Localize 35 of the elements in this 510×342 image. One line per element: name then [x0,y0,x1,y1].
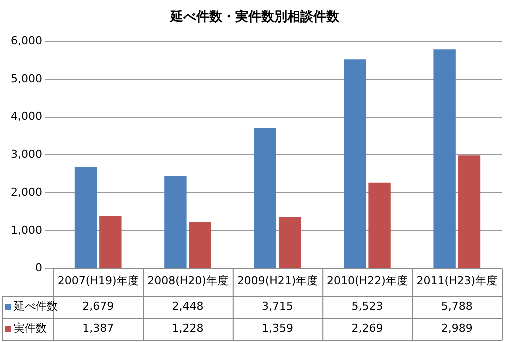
y-tick-label: 1,000 [10,224,42,237]
bar [344,60,366,268]
data-label: 3,715 [262,300,294,313]
x-tick-label: 2011(H23)年度 [416,274,498,288]
chart-title: 延べ件数・実件数別相談件数 [170,9,340,26]
data-label: 2,679 [82,300,114,313]
legend-label: 実件数 [14,322,47,335]
y-tick-label: 0 [35,262,42,275]
bar [434,50,456,268]
y-tick-label: 4,000 [10,110,42,124]
y-tick-label: 6,000 [10,34,42,48]
bar [458,156,481,268]
bar [100,216,122,268]
bar [74,167,98,268]
data-label: 1,387 [82,322,114,335]
bar [278,217,302,268]
x-tick-label: 2007(H19)年度 [58,274,139,288]
y-tick-label: 5,000 [10,72,42,86]
data-label: 2,269 [352,322,384,335]
legend-label: 延べ件数 [13,300,58,313]
bar [254,128,277,268]
data-label: 5,523 [352,300,384,313]
bar [189,222,212,268]
bar [164,176,187,268]
data-label: 2,989 [441,322,473,335]
data-label: 1,359 [262,322,294,335]
bar [368,182,391,268]
data-label: 5,788 [441,300,473,313]
data-label: 2,448 [172,300,204,313]
data-label: 1,228 [172,322,204,335]
x-tick-label: 2009(H21)年度 [237,274,318,288]
x-tick-label: 2010(H22)年度 [327,274,408,288]
x-tick-label: 2008(H20)年度 [148,274,228,288]
y-tick-label: 2,000 [10,186,42,199]
y-tick-label: 3,000 [10,148,42,162]
